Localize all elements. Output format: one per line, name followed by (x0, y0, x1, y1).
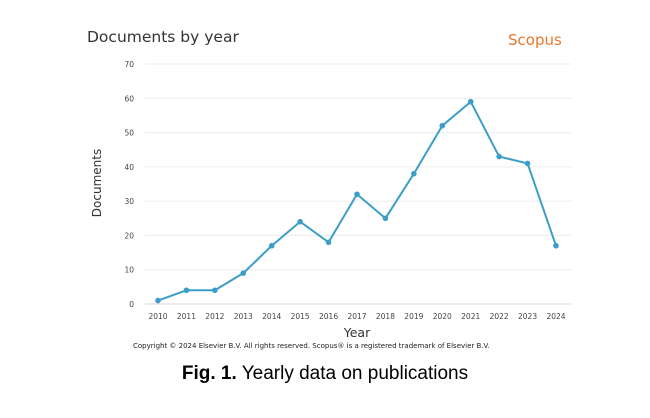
x-tick-label: 2015 (291, 312, 310, 321)
x-tick-label: 2019 (404, 312, 423, 321)
figure-caption-label: Fig. 1. (181, 363, 237, 384)
data-point[interactable] (524, 160, 531, 167)
x-tick-label: 2010 (148, 312, 167, 321)
line-chart: 0 10 20 30 40 50 60 70 2010 2011 2012 2013 2014 2015… (90, 60, 571, 340)
data-point[interactable] (411, 170, 417, 177)
y-tick-label: 50 (124, 129, 134, 138)
figure-caption-text: Yearly data on publications (241, 363, 469, 384)
data-point[interactable] (297, 218, 303, 225)
data-point[interactable] (183, 287, 190, 294)
y-tick-label: 60 (124, 94, 134, 103)
x-tick-label: 2020 (433, 312, 452, 321)
data-point[interactable] (325, 239, 332, 246)
x-tick-label: 2021 (461, 312, 480, 321)
chart-title: Documents by year (87, 28, 239, 46)
y-tick-label: 30 (124, 197, 134, 206)
x-tick-label: 2023 (518, 312, 537, 321)
x-tick-label: 2013 (234, 312, 253, 321)
data-point[interactable] (553, 242, 559, 249)
figure-caption: Fig. 1. Yearly data on publications (0, 363, 650, 385)
x-tick-labels: 2010 2011 2012 2013 2014 2015 2016 2017 2018 2019… (148, 312, 565, 321)
data-point[interactable] (354, 191, 360, 198)
y-tick-labels: 0 10 20 30 40 50 60 70 (124, 60, 134, 309)
data-point[interactable] (496, 153, 502, 160)
data-point[interactable] (467, 98, 474, 105)
x-tick-label: 2012 (205, 312, 224, 321)
y-tick-label: 70 (124, 60, 134, 69)
data-point[interactable] (155, 297, 161, 304)
scopus-logo: Scopus (508, 31, 562, 49)
data-point[interactable] (439, 122, 446, 129)
y-tick-label: 10 (124, 266, 134, 275)
y-tick-label: 20 (124, 231, 134, 240)
x-tick-label: 2018 (376, 312, 395, 321)
x-tick-label: 2014 (262, 312, 281, 321)
data-point[interactable] (268, 242, 275, 249)
series-layer (155, 98, 559, 304)
x-axis-label: Year (343, 325, 371, 340)
x-tick-label: 2022 (490, 312, 509, 321)
x-tick-label: 2017 (347, 312, 366, 321)
gridlines (145, 63, 571, 305)
y-tick-label: 40 (124, 163, 134, 172)
y-axis-label: Documents (90, 149, 104, 217)
y-tick-label: 0 (129, 300, 134, 309)
copyright-notice: Copyright © 2024 Elsevier B.V. All right… (133, 342, 490, 350)
data-point[interactable] (212, 287, 218, 294)
x-tick-label: 2024 (546, 312, 565, 321)
x-tick-label: 2016 (319, 312, 338, 321)
data-point[interactable] (382, 215, 389, 222)
x-tick-label: 2011 (177, 312, 196, 321)
data-point[interactable] (240, 270, 247, 276)
